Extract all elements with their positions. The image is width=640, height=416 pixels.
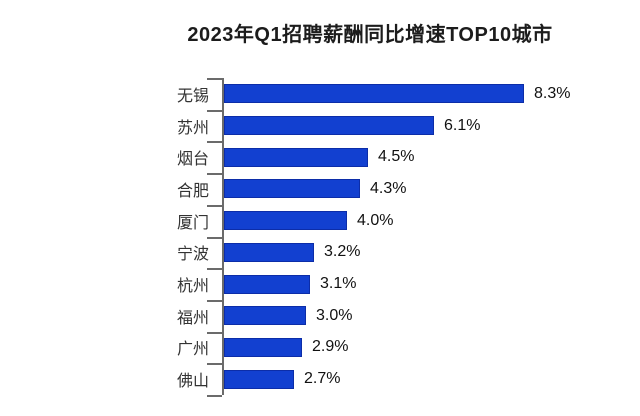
- category-label: 杭州: [176, 278, 209, 296]
- bar-row: 烟台 4.5%: [160, 141, 620, 173]
- value-label: 3.1%: [320, 275, 357, 293]
- axis-tick: [207, 363, 222, 366]
- bar-row: 广州 2.9%: [160, 332, 620, 364]
- axis-tick: [207, 331, 222, 334]
- axis-tick: [207, 173, 222, 176]
- bar-row: 佛山 2.7%: [160, 363, 620, 395]
- category-label: 合肥: [176, 182, 209, 200]
- y-axis-line: [222, 78, 224, 395]
- axis-tick: [207, 78, 222, 80]
- category-label: 宁波: [176, 246, 209, 264]
- axis-tick: [207, 204, 222, 207]
- value-label: 4.5%: [378, 148, 415, 166]
- category-label: 广州: [176, 341, 209, 359]
- category-label: 福州: [176, 309, 209, 327]
- axis-tick: [207, 299, 222, 302]
- bar: [224, 242, 314, 262]
- category-label: 烟台: [176, 151, 209, 169]
- axis-tick: [207, 236, 222, 239]
- plot-area: 无锡 8.3% 苏州 6.1% 烟台 4.5% 合肥 4.3% 厦门 4.0% 宁波 3.2% 杭州 3.…: [160, 78, 620, 397]
- bar-row: 无锡 8.3%: [160, 78, 620, 110]
- bar: [224, 369, 294, 389]
- value-label: 2.9%: [312, 338, 349, 356]
- value-label: 3.0%: [316, 306, 353, 324]
- category-label: 苏州: [176, 119, 209, 137]
- bar: [224, 84, 524, 104]
- category-label: 厦门: [176, 214, 209, 232]
- bar: [224, 274, 310, 294]
- category-label: 无锡: [176, 87, 209, 105]
- axis-tick: [207, 395, 222, 397]
- value-label: 4.0%: [357, 211, 394, 229]
- bar-row: 宁波 3.2%: [160, 237, 620, 269]
- chart-title: 2023年Q1招聘薪酬同比增速TOP10城市: [187, 24, 553, 46]
- value-label: 3.2%: [324, 243, 361, 261]
- axis-tick: [207, 109, 222, 112]
- axis-tick: [207, 268, 222, 271]
- bar: [224, 306, 306, 326]
- bar-row: 苏州 6.1%: [160, 110, 620, 142]
- category-label: 佛山: [176, 373, 209, 391]
- value-label: 8.3%: [534, 84, 571, 102]
- bar: [224, 147, 368, 167]
- value-label: 2.7%: [304, 370, 341, 388]
- bar: [224, 116, 434, 136]
- bar: [224, 211, 347, 231]
- value-label: 6.1%: [444, 116, 481, 134]
- bar-row: 厦门 4.0%: [160, 205, 620, 237]
- axis-tick: [207, 141, 222, 144]
- bar-row: 杭州 3.1%: [160, 268, 620, 300]
- bar-row: 福州 3.0%: [160, 300, 620, 332]
- bar: [224, 337, 302, 357]
- bar: [224, 179, 360, 199]
- value-label: 4.3%: [370, 179, 407, 197]
- bar-row: 合肥 4.3%: [160, 173, 620, 205]
